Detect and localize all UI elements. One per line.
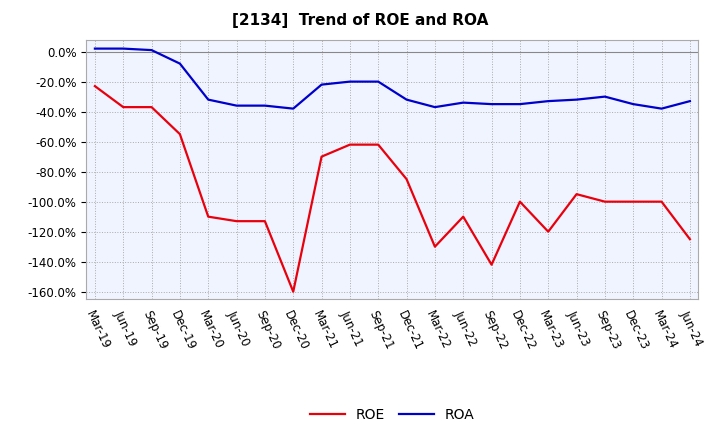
ROE <box>318 154 326 159</box>
ROA <box>204 97 212 102</box>
ROA <box>629 102 637 107</box>
ROA <box>657 106 666 111</box>
ROE <box>572 191 581 197</box>
ROE <box>629 199 637 204</box>
ROA <box>119 46 127 51</box>
ROE <box>233 219 241 224</box>
ROE <box>685 237 694 242</box>
ROE <box>431 244 439 249</box>
ROE <box>487 262 496 268</box>
ROE <box>459 214 467 219</box>
ROE <box>91 84 99 89</box>
ROE <box>176 132 184 137</box>
ROA <box>459 100 467 105</box>
ROA <box>289 106 297 111</box>
ROE <box>374 142 382 147</box>
ROE <box>346 142 354 147</box>
Line: ROA: ROA <box>95 48 690 109</box>
ROA <box>91 46 99 51</box>
ROA <box>346 79 354 84</box>
ROE <box>261 219 269 224</box>
ROE <box>289 289 297 294</box>
ROE <box>119 104 127 110</box>
ROE <box>657 199 666 204</box>
ROE <box>516 199 524 204</box>
ROA <box>572 97 581 102</box>
ROA <box>600 94 609 99</box>
ROE <box>600 199 609 204</box>
Text: [2134]  Trend of ROE and ROA: [2134] Trend of ROE and ROA <box>232 13 488 28</box>
ROA <box>516 102 524 107</box>
ROE <box>204 214 212 219</box>
ROA <box>431 104 439 110</box>
ROA <box>176 61 184 66</box>
Line: ROE: ROE <box>95 86 690 292</box>
ROA <box>374 79 382 84</box>
ROA <box>318 82 326 87</box>
ROE <box>544 229 552 235</box>
ROE <box>148 104 156 110</box>
ROA <box>402 97 411 102</box>
ROA <box>544 99 552 104</box>
ROA <box>233 103 241 108</box>
ROE <box>402 176 411 182</box>
ROA <box>685 99 694 104</box>
ROA <box>261 103 269 108</box>
ROA <box>148 48 156 53</box>
ROA <box>487 102 496 107</box>
Legend: ROE, ROA: ROE, ROA <box>305 402 480 427</box>
